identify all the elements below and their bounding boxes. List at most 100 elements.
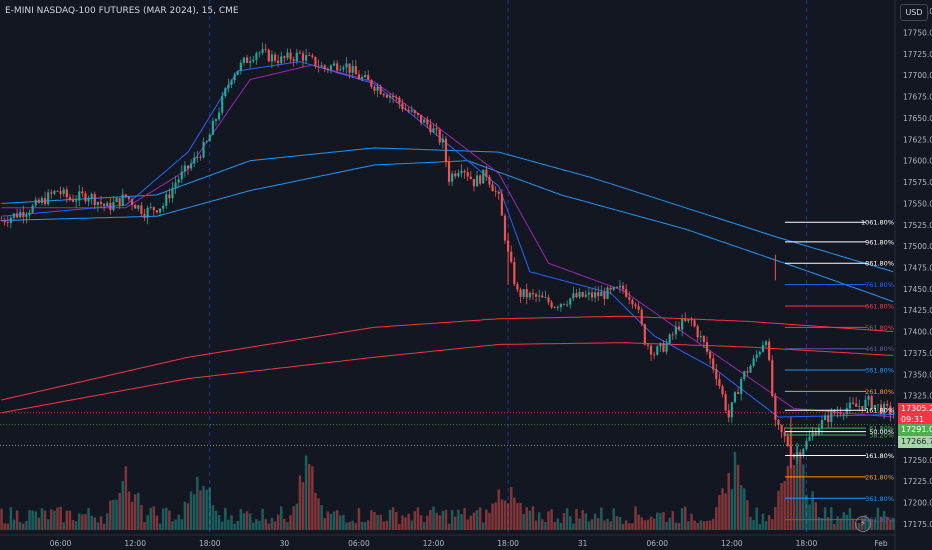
candle-body bbox=[342, 67, 345, 70]
candle-body bbox=[295, 52, 298, 61]
candle-body bbox=[805, 440, 808, 449]
volume-bar bbox=[186, 503, 190, 530]
fib-level-label: 861.80% bbox=[865, 260, 894, 268]
bolt-icon[interactable]: ⚡ bbox=[855, 516, 871, 532]
volume-bar bbox=[127, 491, 131, 530]
candle-body bbox=[699, 336, 702, 338]
candle-body bbox=[550, 302, 553, 308]
volume-bar bbox=[795, 443, 799, 530]
candle-body bbox=[140, 205, 143, 215]
candle-body bbox=[600, 291, 603, 297]
volume-bar bbox=[435, 512, 438, 530]
volume-bar bbox=[621, 523, 625, 530]
volume-bar bbox=[783, 480, 786, 530]
volume-bar bbox=[593, 513, 597, 530]
volume-bar bbox=[202, 485, 205, 530]
candle-body bbox=[202, 141, 205, 158]
candle-body bbox=[413, 110, 416, 114]
volume-bar bbox=[31, 510, 34, 530]
volume-bar bbox=[62, 522, 65, 530]
volume-bar bbox=[513, 497, 516, 530]
candle-body bbox=[615, 287, 618, 288]
candle-body bbox=[687, 319, 690, 321]
candle-body bbox=[152, 207, 155, 211]
volume-bar bbox=[596, 518, 600, 530]
candle-body bbox=[783, 432, 786, 437]
volume-bar bbox=[718, 495, 721, 530]
candle-body bbox=[883, 403, 886, 414]
candle-body bbox=[736, 392, 740, 395]
candle-body bbox=[230, 80, 233, 85]
candle-body bbox=[712, 358, 715, 370]
volume-bar bbox=[631, 523, 634, 530]
price-tick-label: 17700.00 bbox=[903, 71, 932, 80]
volume-bar bbox=[81, 514, 84, 530]
candle-body bbox=[814, 432, 817, 436]
volume-bar bbox=[736, 464, 740, 530]
volume-bar bbox=[93, 517, 97, 530]
candle-body bbox=[314, 56, 317, 67]
candle-body bbox=[808, 436, 811, 441]
candle-body bbox=[376, 86, 379, 91]
volume-bar bbox=[522, 514, 525, 530]
volume-bar bbox=[158, 523, 162, 530]
candle-body bbox=[40, 198, 44, 203]
volume-bar bbox=[814, 502, 817, 530]
volume-bar bbox=[46, 519, 50, 530]
volume-bar bbox=[494, 502, 497, 530]
price-axis[interactable]: 17175.0017200.0017225.0017250.0017275.00… bbox=[903, 7, 932, 529]
candle-body bbox=[646, 344, 650, 346]
candle-body bbox=[715, 369, 718, 380]
time-axis[interactable]: 06:00 12:00 18:00 30 06:00 12:00 18:00 31 06:00 1… bbox=[50, 539, 888, 548]
candle-body bbox=[273, 54, 277, 61]
volume-bar bbox=[581, 510, 584, 530]
volume-bar bbox=[245, 511, 249, 530]
candle-body bbox=[6, 222, 9, 224]
volume-bar bbox=[587, 521, 591, 530]
candle-body bbox=[149, 207, 152, 208]
volume-bar bbox=[276, 514, 280, 530]
volume-bar bbox=[25, 520, 28, 530]
volume-bar bbox=[497, 489, 501, 530]
volume-bar bbox=[329, 513, 333, 530]
volume-bar bbox=[307, 464, 311, 530]
volume-bar bbox=[99, 516, 103, 530]
volume-bar bbox=[485, 509, 488, 530]
candle-body bbox=[112, 202, 115, 210]
volume-bar bbox=[634, 506, 637, 530]
time-tick-label: 12:00 bbox=[423, 539, 445, 548]
volume-bar bbox=[789, 429, 793, 530]
candle-body bbox=[575, 293, 578, 298]
volume-bar bbox=[404, 517, 407, 530]
volume-bar bbox=[121, 481, 124, 530]
volume-bar bbox=[450, 510, 454, 530]
candle-body bbox=[522, 289, 525, 297]
bar-countdown-tag: 09:31 bbox=[898, 414, 932, 426]
volume-bar bbox=[177, 514, 180, 530]
candle-body bbox=[165, 194, 168, 206]
volume-bar bbox=[584, 513, 588, 530]
volume-bar bbox=[705, 520, 709, 530]
volume-bar bbox=[823, 507, 827, 530]
candle-body bbox=[488, 176, 491, 185]
volume-bar bbox=[746, 500, 749, 530]
volume-bar bbox=[438, 515, 441, 530]
candles bbox=[0, 42, 895, 469]
candle-body bbox=[9, 217, 12, 223]
candle-body bbox=[482, 169, 485, 184]
volume-bar bbox=[220, 521, 224, 530]
candle-body bbox=[603, 291, 606, 299]
volume-bars bbox=[0, 429, 895, 530]
volume-bar bbox=[373, 512, 376, 530]
candle-body bbox=[724, 394, 727, 411]
volume-bar bbox=[143, 522, 146, 530]
ema-slow-line bbox=[1, 160, 894, 303]
candle-body bbox=[879, 404, 883, 414]
candle-body bbox=[659, 343, 662, 347]
candle-body bbox=[777, 419, 780, 425]
candle-body bbox=[469, 176, 472, 180]
currency-button[interactable]: USD bbox=[900, 4, 928, 21]
price-tick-label: 17425.00 bbox=[903, 306, 932, 315]
volume-bar bbox=[652, 518, 656, 530]
